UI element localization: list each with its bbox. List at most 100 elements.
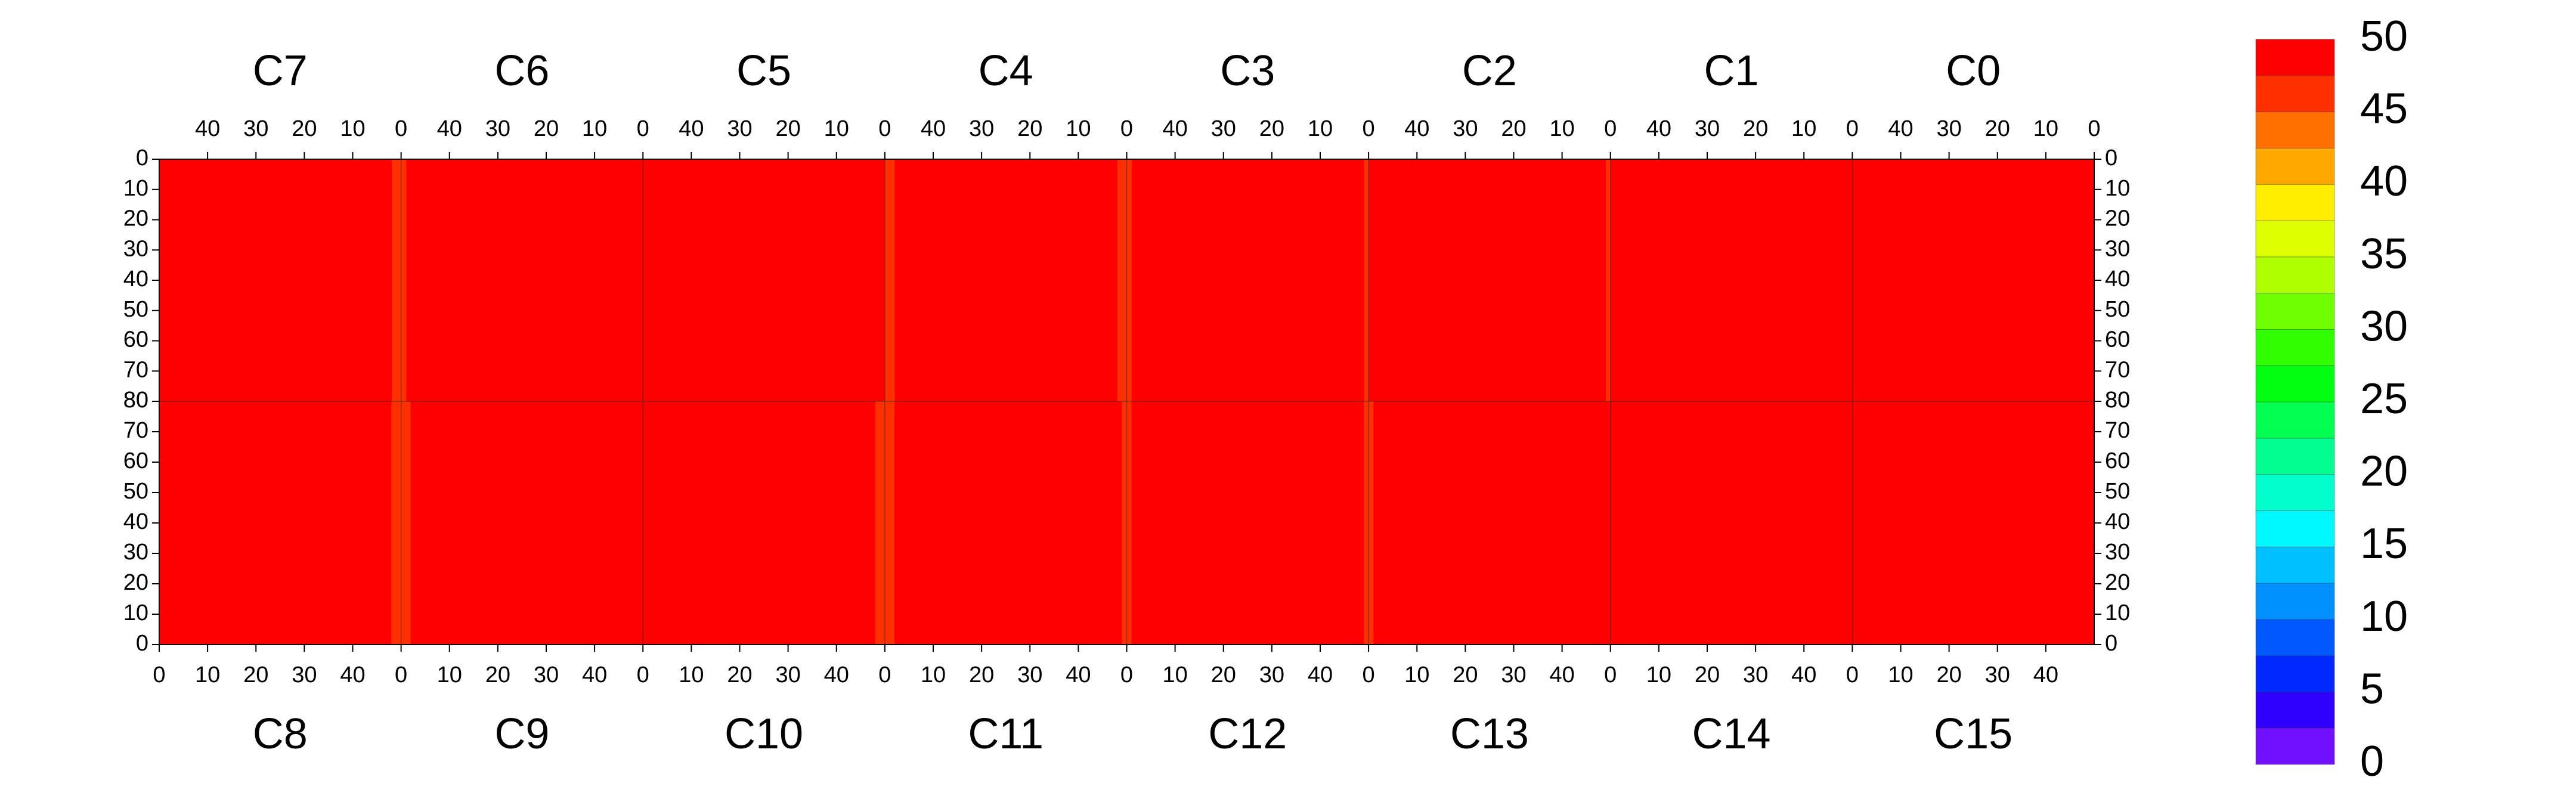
heat-cell [1445, 159, 1451, 401]
heat-cell [1881, 401, 1887, 645]
heat-cell [183, 159, 189, 401]
heat-cell [1538, 159, 1543, 401]
heat-cell [290, 159, 295, 401]
heat-cell [841, 159, 847, 401]
x-tick-label: 40 [195, 116, 220, 141]
heat-cell [1809, 159, 1815, 401]
heat-cell [1233, 159, 1239, 401]
heat-cell [1112, 401, 1117, 645]
heat-cell [971, 159, 977, 401]
heat-cell [1722, 159, 1727, 401]
heat-cell [1015, 401, 1021, 645]
heat-cell [773, 159, 779, 401]
heat-cell [275, 401, 281, 645]
y-tick-label: 60 [123, 327, 148, 352]
heat-cell [188, 401, 194, 645]
heat-cell [677, 159, 682, 401]
heat-cell [870, 401, 876, 645]
heat-cell [1997, 401, 2003, 645]
heat-cell [1441, 401, 1447, 645]
heat-cell [2031, 159, 2037, 401]
heat-cell [1189, 401, 1195, 645]
heat-cell [1083, 401, 1089, 645]
heat-cell [2045, 401, 2051, 645]
heat-cell [222, 401, 228, 645]
heat-cell [371, 159, 377, 401]
heat-cell [667, 159, 673, 401]
heat-cell [580, 401, 586, 645]
heat-cell [231, 159, 237, 401]
heat-cell [1010, 159, 1016, 401]
heat-cell [691, 159, 697, 401]
heat-cell [318, 401, 324, 645]
heat-cell [614, 401, 620, 645]
heat-cell [904, 159, 910, 401]
heat-cell [1407, 159, 1413, 401]
y-tick-label: 40 [2105, 267, 2130, 292]
colorbar-band [2255, 655, 2335, 692]
heat-cell [1745, 401, 1751, 645]
heat-cell [788, 401, 794, 645]
heat-cell [1905, 401, 1911, 645]
heat-cell [1165, 401, 1171, 645]
heat-cell [604, 401, 610, 645]
heat-cell [314, 401, 320, 645]
heat-cell [1823, 159, 1829, 401]
heat-cell [507, 159, 513, 401]
heat-cell [284, 401, 290, 645]
heat-cell [1528, 159, 1534, 401]
heat-cell [914, 159, 919, 401]
heat-cell [2002, 401, 2008, 645]
y-tick-label: 30 [2105, 236, 2130, 261]
heat-cell [1131, 159, 1137, 401]
heat-cell [270, 401, 276, 645]
heat-cell [338, 401, 343, 645]
heat-cell [1160, 159, 1166, 401]
heat-cell [386, 401, 392, 645]
heat-cell [1035, 401, 1041, 645]
heat-cell [1170, 159, 1176, 401]
heat-cell [2055, 401, 2061, 645]
heat-cell [595, 401, 600, 645]
heat-cell [2017, 159, 2022, 401]
heat-cell [952, 401, 958, 645]
heat-cell [1475, 401, 1481, 645]
heat-cell [1813, 159, 1819, 401]
heat-cell [996, 401, 1002, 645]
heat-cell [295, 401, 300, 645]
heat-cell [1775, 159, 1781, 401]
heat-cell [290, 401, 295, 645]
heat-cell [1794, 401, 1800, 645]
heat-cell [1538, 401, 1543, 645]
x-tick-label: 40 [1308, 662, 1333, 688]
heat-cell [1518, 159, 1524, 401]
heat-cell [430, 401, 436, 645]
heat-cell [682, 159, 687, 401]
heat-cell [217, 159, 223, 401]
heat-cell [318, 159, 324, 401]
heat-cell [1949, 401, 1955, 645]
heat-cell [1378, 401, 1384, 645]
heat-cell [1179, 401, 1185, 645]
heat-cell [1475, 159, 1481, 401]
heat-cell [1736, 159, 1742, 401]
heat-cell [425, 159, 431, 401]
heat-cell [677, 401, 682, 645]
heat-cell [464, 159, 469, 401]
heat-cell [1465, 401, 1471, 645]
heat-cell [265, 401, 271, 645]
heat-cell [764, 401, 769, 645]
heat-cell [1683, 401, 1689, 645]
heat-cell [1953, 159, 1959, 401]
heat-cell [1654, 401, 1659, 645]
heat-cell [1857, 401, 1863, 645]
colorbar-band [2255, 510, 2335, 547]
heat-cell [1073, 159, 1079, 401]
panel-title: C1 [1704, 47, 1759, 95]
heat-cell [1751, 159, 1756, 401]
heat-cell [1963, 159, 1969, 401]
heat-cell [193, 159, 199, 401]
heat-cell [1552, 159, 1558, 401]
heat-cell [1547, 159, 1553, 401]
